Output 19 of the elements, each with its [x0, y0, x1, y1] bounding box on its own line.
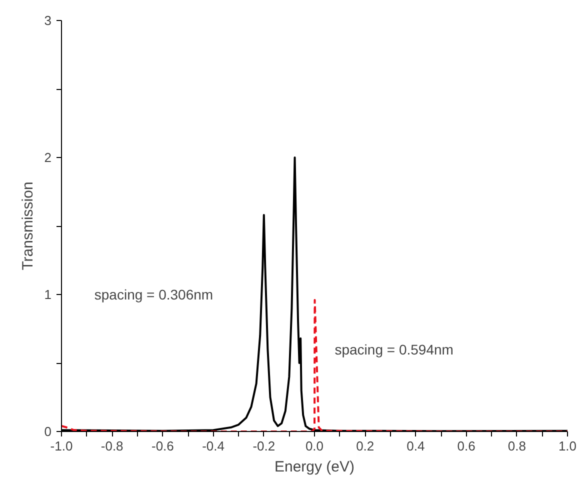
x-axis-title: Energy (eV) [274, 458, 355, 476]
x-tick-label: -1.0 [50, 438, 73, 454]
y-tick-label: 3 [44, 13, 52, 28]
x-tick-label: 0.4 [406, 438, 425, 454]
x-tick-label: 1.0 [558, 438, 577, 454]
x-tick-label: 0.2 [356, 438, 374, 454]
annotation: spacing = 0.306nm [94, 286, 214, 303]
x-tick-label: -0.2 [252, 438, 276, 454]
y-tick-label: 2 [44, 150, 52, 165]
y-tick-label: 0 [44, 424, 52, 439]
x-tick-label: 0.6 [457, 438, 476, 454]
x-tick-label: -0.4 [202, 438, 225, 454]
x-tick-label: 0.8 [508, 438, 526, 454]
x-tick-label: 0.0 [305, 438, 324, 454]
annotation: spacing = 0.594nm [334, 341, 454, 358]
x-tick-label: -0.6 [152, 438, 174, 454]
y-axis-title: Transmission [19, 182, 36, 270]
x-tick-label: -0.8 [100, 438, 124, 454]
y-tick-label: 1 [44, 287, 52, 302]
